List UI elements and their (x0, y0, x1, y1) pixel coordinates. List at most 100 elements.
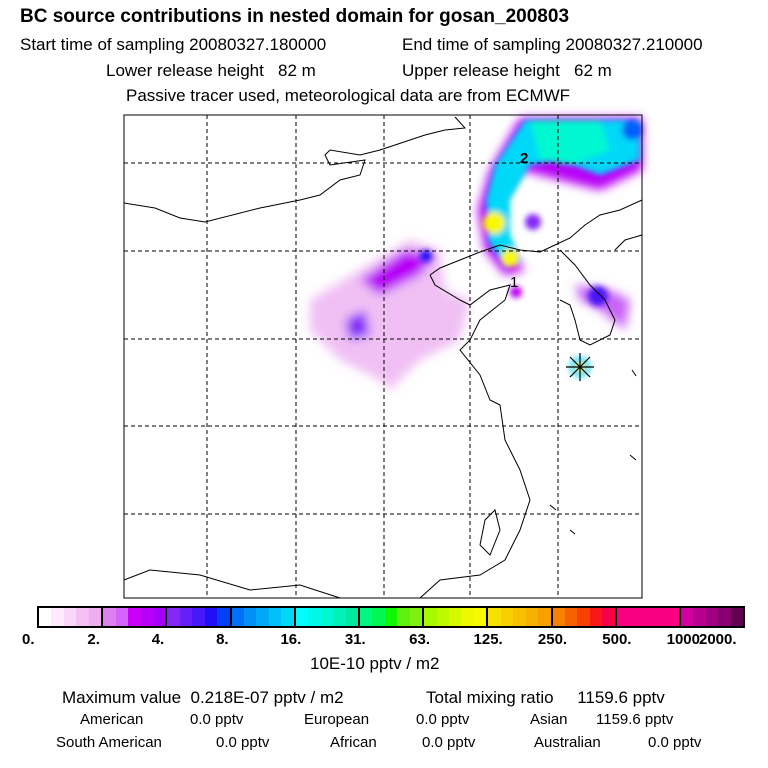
colorbar-swatch (513, 608, 526, 626)
colorbar-swatch (424, 608, 437, 626)
colorbar-swatch (525, 608, 539, 626)
receptor-star-icon (566, 353, 594, 381)
colorbar-swatch (436, 608, 449, 626)
colorbar-tick-label: 125. (473, 631, 503, 648)
colorbar-bin (550, 608, 615, 626)
colorbar-swatch (192, 608, 205, 626)
colorbar-swatch (103, 608, 116, 626)
colorbar-swatch (140, 608, 153, 626)
colorbar-swatch (152, 608, 166, 626)
region-value: 0.0 pptv (190, 711, 244, 728)
colorbar-swatch (345, 608, 358, 626)
plume-field (310, 118, 642, 390)
colorbar-swatch (552, 608, 565, 626)
region-name: European (304, 711, 370, 728)
total-label: Total mixing ratio (426, 688, 554, 707)
colorbar-swatch (217, 608, 230, 626)
contour-label-2: 2 (520, 150, 528, 167)
colorbar-swatch (654, 608, 667, 626)
colorbar-tick-label: 63. (409, 631, 431, 648)
colorbar-tick-label: 500. (602, 631, 632, 648)
colorbar-swatch (488, 608, 501, 626)
colorbar-swatch (39, 608, 52, 626)
colorbar-swatch (409, 608, 423, 626)
start-time: Start time of sampling 20080327.180000 (20, 35, 326, 55)
colorbar (37, 606, 745, 628)
map-frame (123, 114, 643, 599)
tracer-note: Passive tracer used, meteorological data… (126, 86, 571, 105)
colorbar-tick-label: 1000. (666, 631, 705, 648)
colorbar-bin (293, 608, 358, 626)
upper-release: Upper release height 62 m (402, 61, 612, 81)
colorbar-swatch (730, 608, 744, 626)
region-value: 0.0 pptv (216, 734, 270, 751)
colorbar-swatch (204, 608, 218, 626)
region-name: Asian (530, 711, 568, 728)
colorbar-swatch (666, 608, 679, 626)
colorbar-swatch (244, 608, 257, 626)
colorbar-swatch (63, 608, 77, 626)
colorbar-tick-label: 2. (87, 631, 100, 648)
colorbar-swatch (308, 608, 321, 626)
colorbar-tick-label: 2000. (699, 631, 737, 648)
colorbar-tick-label: 4. (151, 631, 165, 648)
region-value: 0.0 pptv (422, 734, 476, 751)
colorbar-bin (678, 608, 744, 626)
colorbar-swatch (256, 608, 269, 626)
colorbar-tick-label: 0. (22, 631, 35, 648)
colorbar-swatch (359, 608, 373, 626)
plot-title: BC source contributions in nested domain… (20, 6, 570, 27)
max-label: Maximum value (62, 688, 182, 707)
colorbar-swatch (115, 608, 129, 626)
colorbar-swatch (449, 608, 462, 626)
colorbar-swatch (641, 608, 654, 626)
end-time: End time of sampling 20080327.210000 (402, 35, 703, 55)
colorbar-swatch (372, 608, 385, 626)
colorbar-bin (614, 608, 679, 626)
colorbar-bin (165, 608, 230, 626)
lower-release: Lower release height 82 m (106, 61, 316, 81)
colorbar-bin (39, 608, 102, 626)
region-name: South American (56, 734, 162, 751)
colorbar-swatch (384, 608, 398, 626)
colorbar-bin (357, 608, 423, 626)
colorbar-swatch (718, 608, 731, 626)
upper-label: Upper release height (402, 61, 560, 80)
total-mixing: Total mixing ratio 1159.6 pptv (426, 688, 665, 708)
colorbar-swatch (268, 608, 282, 626)
upper-value: 62 m (574, 61, 612, 80)
colorbar-swatch (281, 608, 294, 626)
contour-label-1: 1 (510, 274, 518, 291)
lower-value: 82 m (278, 61, 316, 80)
colorbar-swatch (577, 608, 590, 626)
colorbar-bin (229, 608, 294, 626)
region-name: Australian (534, 734, 601, 751)
colorbar-bin (101, 608, 166, 626)
grid-lines (124, 115, 642, 598)
colorbar-swatch (589, 608, 603, 626)
colorbar-swatch (179, 608, 193, 626)
colorbar-unit: 10E-10 pptv / m2 (310, 654, 440, 673)
colorbar-swatch (616, 608, 630, 626)
region-name: American (80, 711, 144, 728)
region-value: 0.0 pptv (416, 711, 470, 728)
colorbar-swatch (680, 608, 694, 626)
region-value: 0.0 pptv (648, 734, 702, 751)
colorbar-bin (486, 608, 551, 626)
colorbar-swatch (500, 608, 514, 626)
colorbar-swatch (231, 608, 244, 626)
colorbar-swatch (461, 608, 474, 626)
end-label: End time of sampling (402, 35, 561, 54)
colorbar-tick-label: 31. (344, 631, 366, 648)
colorbar-swatch (167, 608, 180, 626)
end-value: 20080327.210000 (565, 35, 703, 54)
colorbar-swatch (564, 608, 578, 626)
colorbar-swatch (397, 608, 410, 626)
colorbar-bin (422, 608, 487, 626)
colorbar-swatch (88, 608, 102, 626)
colorbar-swatch (76, 608, 89, 626)
colorbar-swatch (295, 608, 309, 626)
colorbar-swatch (705, 608, 719, 626)
